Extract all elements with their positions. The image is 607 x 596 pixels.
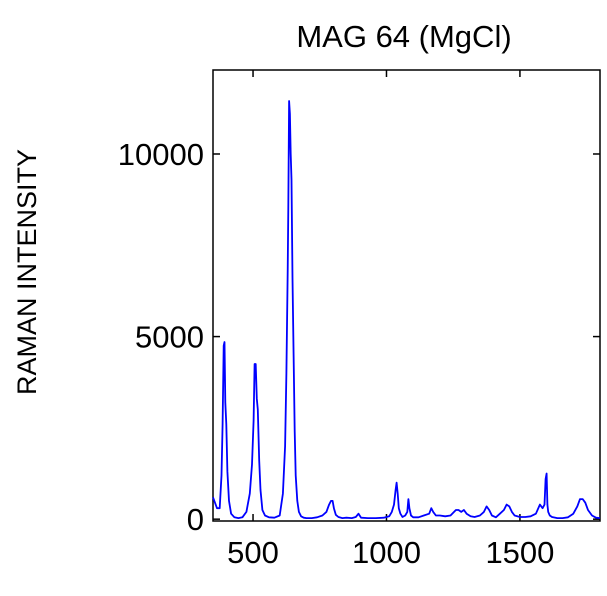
y-tick-label: 0: [187, 502, 204, 537]
raman-intensity-series-line: [212, 100, 601, 519]
y-tick-label: 5000: [135, 320, 204, 355]
x-tick-label: 1000: [352, 535, 421, 570]
y-tick-label: 10000: [118, 137, 204, 172]
x-tick-label: 500: [227, 535, 279, 570]
axis-ticks: [213, 70, 600, 521]
chart-title: MAG 64 (MgCl): [296, 19, 511, 54]
plot-area-frame: [212, 69, 601, 522]
axis-tick-labels: 500 1000 1500 0 5000 10000: [118, 137, 555, 570]
y-axis-label: RAMAN INTENSITY: [12, 149, 42, 395]
x-tick-label: 1500: [485, 535, 554, 570]
